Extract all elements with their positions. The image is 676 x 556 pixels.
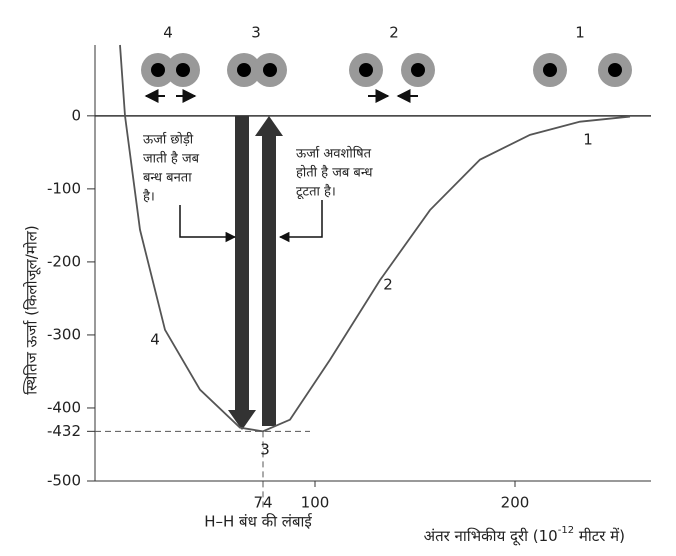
curve-label: 1 <box>583 131 593 149</box>
energy-curve <box>119 44 631 433</box>
y-axis-label: स्थितिज ऊर्जा (किलोजूल/मोल) <box>23 225 42 394</box>
atom-label: 1 <box>575 24 585 42</box>
x-label-text: अंतर नाभिकीय दूरी (10 <box>424 527 558 546</box>
atom-label: 4 <box>163 24 173 42</box>
absorb-note: टूटता है। <box>296 184 336 200</box>
atom-label: 2 <box>389 24 399 42</box>
energy-arrows <box>179 116 323 430</box>
curve-label: 4 <box>150 331 160 349</box>
y-tick-label: -100 <box>47 179 81 197</box>
release-note: है। <box>143 189 155 205</box>
x-axis-label: अंतर नाभिकीय दूरी (10-12 मीटर में) <box>424 525 625 546</box>
y-tick-label: -432 <box>47 422 81 440</box>
y-tick-label: 0 <box>71 106 81 124</box>
y-tick-label: -500 <box>47 472 81 490</box>
y-tick-label: -400 <box>47 398 81 416</box>
atom-label: 3 <box>251 24 261 42</box>
release-note: जाती है जब <box>143 151 200 167</box>
x-label-exponent: -12 <box>558 525 574 536</box>
curve-label: 2 <box>383 276 393 294</box>
absorb-note: होती है जब बन्ध <box>296 165 373 181</box>
release-note: ऊर्जा छोड़ी <box>143 132 194 148</box>
x-tick-label: 200 <box>501 494 530 512</box>
bond-length-label: H–H बंध की लंबाई <box>204 513 313 531</box>
x-tick-label: 100 <box>301 494 330 512</box>
curve-label: 3 <box>260 441 270 459</box>
y-tick-label: -200 <box>47 252 81 270</box>
y-tick-label: -300 <box>47 325 81 343</box>
atoms <box>141 53 632 103</box>
absorb-note: ऊर्जा अवशोषित <box>296 146 372 162</box>
x-label-end: मीटर में) <box>574 527 625 545</box>
release-note: बन्ध बनता <box>143 171 192 186</box>
